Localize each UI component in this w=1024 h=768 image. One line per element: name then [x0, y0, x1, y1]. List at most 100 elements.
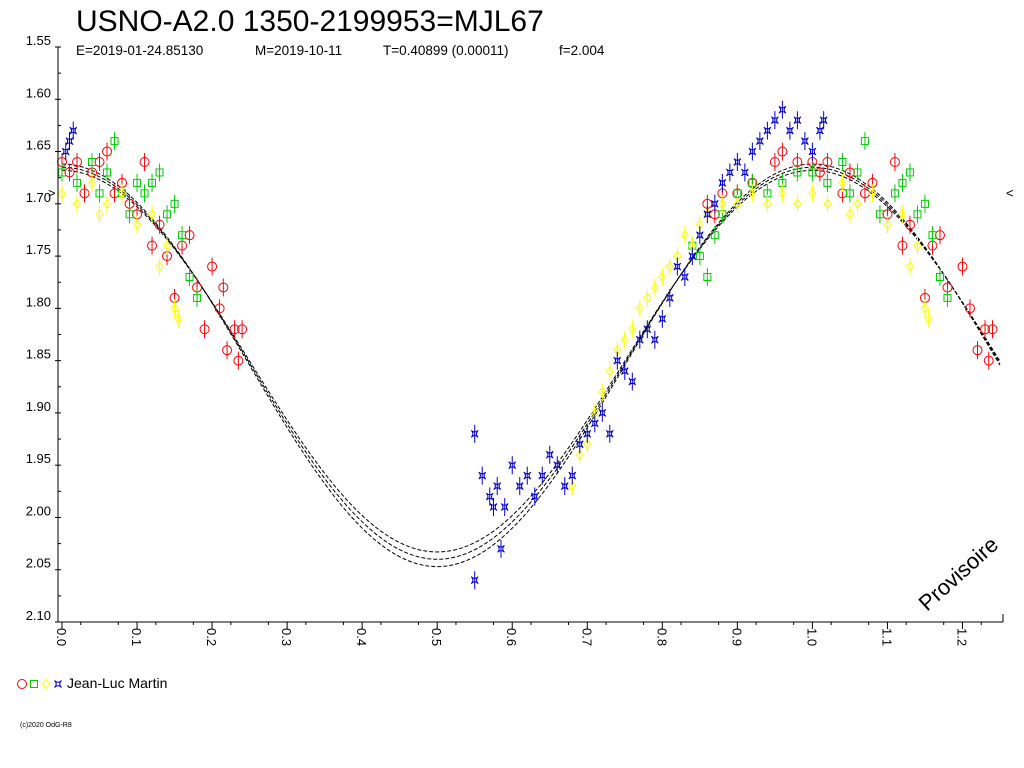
y-tick-label: 1.75: [26, 242, 51, 257]
data-point: [88, 153, 97, 171]
data-point: [853, 163, 862, 182]
subtitle-period: T=0.40899 (0.00011): [383, 43, 508, 58]
data-point: [658, 309, 667, 328]
data-point: [170, 194, 179, 213]
data-point: [733, 153, 742, 171]
chart-title: USNO-A2.0 1350-2199953=MJL67: [76, 5, 544, 38]
data-point: [620, 330, 629, 349]
data-point: [913, 205, 922, 224]
copyright-note: (c)2020 OdG-R8: [20, 722, 72, 729]
data-point: [889, 153, 900, 171]
x-tick-label: 0.0: [54, 628, 69, 646]
data-point: [470, 424, 479, 443]
y-tick-label: 1.55: [26, 33, 51, 48]
y-tick-label: 1.65: [26, 138, 51, 153]
data-point: [860, 132, 869, 151]
fit-curve-line: [61, 166, 1001, 560]
data-point: [485, 487, 494, 506]
data-point: [140, 184, 149, 203]
data-point: [733, 194, 742, 213]
data-point: [148, 173, 157, 192]
data-point: [110, 132, 119, 151]
data-point: [905, 163, 914, 182]
data-point: [695, 247, 704, 266]
data-point: [904, 215, 915, 234]
data-point: [964, 299, 975, 318]
data-point: [109, 184, 120, 203]
data-point: [69, 121, 78, 140]
data-point: [928, 226, 937, 245]
data-point: [913, 236, 922, 255]
data-point: [635, 330, 644, 349]
data-point: [987, 320, 998, 339]
data-point: [163, 205, 172, 224]
data-point: [508, 456, 517, 475]
data-point: [605, 424, 614, 443]
data-point: [523, 466, 532, 485]
data-point: [178, 226, 187, 245]
data-point: [718, 194, 727, 213]
data-point: [628, 320, 637, 339]
subtitle-mean-date: M=2019-10-11: [255, 43, 342, 58]
max-marker-right: <: [1006, 185, 1014, 200]
data-point: [117, 184, 127, 203]
data-point: [819, 111, 828, 130]
data-point: [875, 205, 884, 224]
data-point: [545, 445, 554, 464]
data-point: [628, 372, 637, 391]
data-point: [73, 173, 82, 192]
y-tick-label: 1.95: [26, 451, 51, 466]
y-tick-label: 1.90: [26, 399, 51, 414]
data-point: [983, 351, 994, 370]
x-tick-label: 0.9: [729, 628, 744, 646]
data-point: [65, 132, 74, 151]
data-point: [853, 194, 862, 213]
data-point: [193, 288, 202, 307]
data-point: [575, 435, 584, 454]
data-point: [777, 142, 788, 161]
data-point: [808, 163, 817, 182]
data-point: [808, 184, 817, 203]
series-diamond: [57, 173, 933, 496]
legend: Jean-Luc Martin: [17, 675, 167, 691]
data-point: [605, 362, 614, 381]
data-point: [218, 278, 229, 297]
data-point: [710, 194, 719, 213]
data-point: [838, 153, 847, 171]
data-point: [814, 163, 825, 182]
legend-symbol-star: [54, 680, 62, 688]
data-point: [665, 257, 674, 276]
data-point: [133, 173, 142, 192]
data-point: [154, 215, 165, 234]
plot-axes: [55, 46, 1004, 629]
data-point: [823, 194, 832, 213]
data-point: [199, 320, 210, 339]
fit-curve-line: [62, 163, 1001, 568]
data-point: [957, 257, 968, 276]
data-point: [95, 184, 104, 203]
data-point: [778, 100, 787, 119]
data-point: [94, 153, 105, 171]
data-point: [934, 226, 945, 245]
data-point: [763, 121, 772, 140]
data-point: [897, 236, 908, 255]
data-point: [162, 236, 172, 255]
data-point: [87, 173, 97, 192]
data-point: [801, 132, 809, 151]
data-point: [478, 466, 487, 485]
data-point: [515, 477, 524, 496]
legend-symbol-square: [30, 680, 38, 688]
data-point: [598, 403, 607, 422]
provisional-watermark: Provisoire: [914, 532, 1003, 616]
data-point: [725, 163, 734, 182]
data-point: [139, 153, 150, 171]
data-point: [79, 184, 90, 203]
data-point: [560, 477, 569, 496]
x-tick-label: 0.1: [129, 628, 144, 646]
data-point: [890, 184, 899, 203]
data-point: [972, 341, 983, 360]
data-point: [237, 320, 248, 339]
legend-symbol-circle: [17, 679, 27, 689]
y-tick-label: 1.85: [26, 347, 51, 362]
data-point: [64, 163, 75, 182]
